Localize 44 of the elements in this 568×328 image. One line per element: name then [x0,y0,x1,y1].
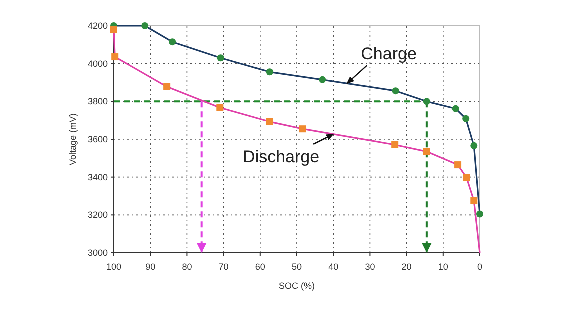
x-tick-label: 70 [218,262,229,272]
point [454,162,462,169]
point [462,115,470,122]
x-tick-label: 40 [328,262,339,272]
point [142,22,149,30]
y-tick-label: 3000 [88,248,108,258]
point [110,26,118,34]
annotation: Discharge [243,147,320,166]
point [423,98,430,106]
y-tick-label: 4000 [88,58,108,69]
y-tick-label: 3600 [88,134,108,144]
x-tick-label: 10 [438,262,448,272]
point [470,197,478,204]
x-tick-label: 50 [292,262,302,272]
y-tick-label: 3200 [88,210,108,220]
point [299,126,306,133]
x-axis-title: SOC (%) [279,281,316,291]
point [463,174,470,182]
point [319,76,326,84]
point [266,118,274,126]
x-tick-label: 100 [106,262,122,272]
x-tick-label: 80 [182,262,192,272]
point [216,104,224,112]
y-tick-label: 4200 [88,21,108,31]
annotation: Charge [361,44,417,64]
y-axis-title: Voltage (mV) [68,113,78,166]
point [470,142,478,150]
x-tick-label: 20 [402,262,412,272]
point [392,141,399,148]
point [164,83,171,90]
point [112,54,119,61]
x-tick-label: 0 [477,262,483,272]
x-tick-label: 30 [365,262,376,272]
x-tick-label: 90 [146,262,156,272]
point [266,68,274,76]
point [169,38,176,46]
x-tick-label: 60 [255,262,266,272]
point [476,210,484,218]
point [423,148,430,156]
y-tick-label: 3800 [88,96,108,107]
y-tick-label: 3400 [88,172,108,182]
point [452,105,460,112]
point [392,88,400,95]
point [217,54,224,62]
